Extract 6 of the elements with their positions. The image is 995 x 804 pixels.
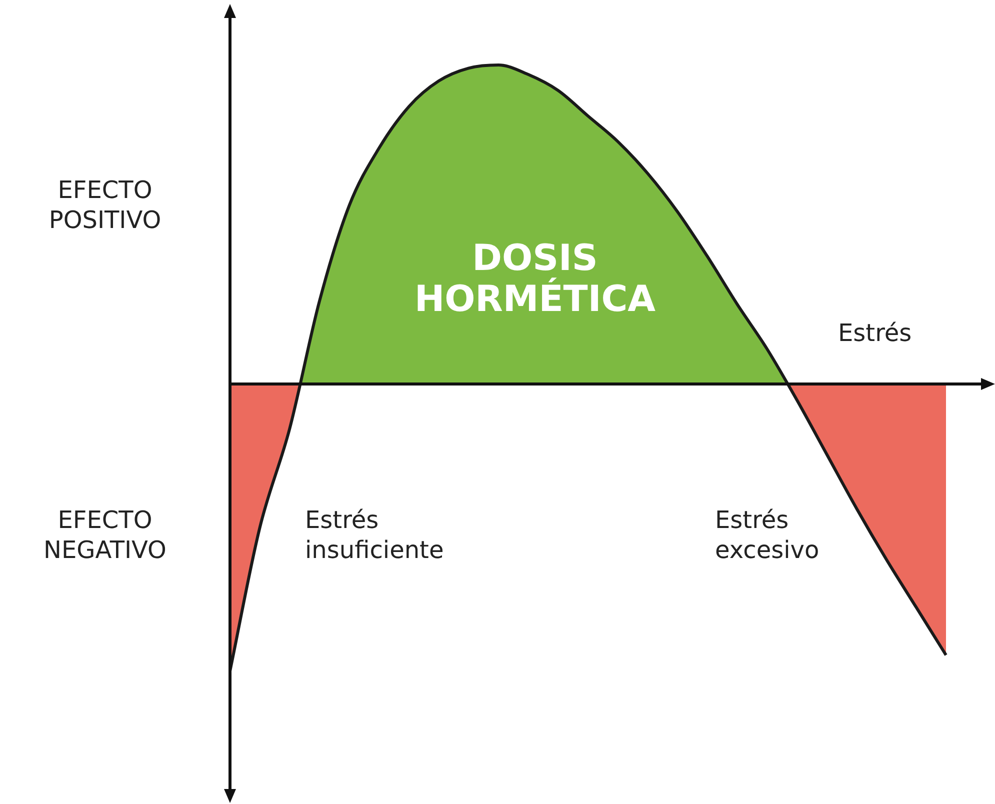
text: EFECTO POSITIVO [48, 175, 162, 235]
annotation: Estrés insuficiente [305, 505, 444, 565]
text: EFECTO NEGATIVO [42, 505, 168, 565]
annotation: DOSIS HORMÉTICA [413, 238, 657, 321]
x-axis-title: Estrés [838, 318, 912, 348]
annotation: Estrés excesivo [715, 505, 820, 565]
